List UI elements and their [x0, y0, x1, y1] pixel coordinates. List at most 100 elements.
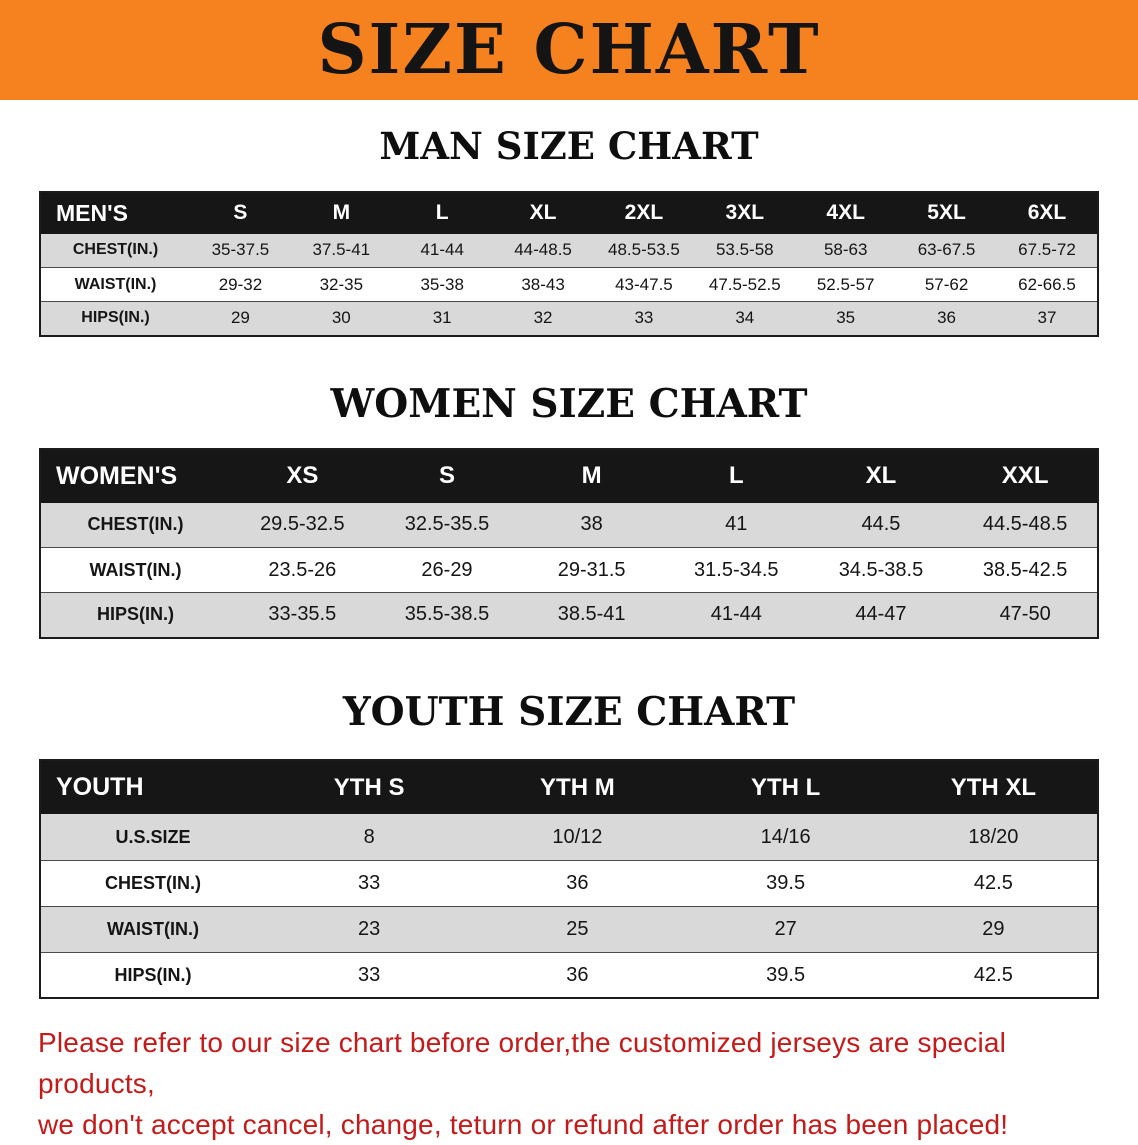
size-value-cell: 33: [265, 860, 474, 907]
size-value-cell: 36: [473, 860, 682, 907]
size-column-header: XXL: [953, 448, 1098, 503]
table-row: U.S.SIZE 8 10/12 14/16 18/20: [40, 814, 1098, 861]
table-row: HIPS(IN.) 33-35.5 35.5-38.5 38.5-41 41-44 44-…: [40, 592, 1098, 639]
size-column-header: XS: [230, 448, 375, 503]
size-column-header: 5XL: [896, 191, 997, 234]
size-value-cell: 23.5-26: [230, 547, 375, 594]
size-value-cell: 14/16: [681, 814, 890, 861]
row-label-cell: HIPS(IN.): [40, 952, 265, 999]
size-value-cell: 18/20: [889, 814, 1098, 861]
men-section: MAN SIZE CHART MEN'S S M L XL 2XL 3XL 4XL 5XL 6XL…: [0, 126, 1138, 337]
size-value-cell: 38.5-42.5: [953, 547, 1098, 594]
footer-notice: Please refer to our size chart before or…: [38, 1023, 1100, 1145]
size-value-cell: 30: [290, 301, 392, 337]
size-value-cell: 36: [473, 952, 682, 999]
size-value-cell: 23: [265, 906, 474, 953]
size-value-cell: 41: [663, 502, 809, 549]
size-value-cell: 63-67.5: [896, 233, 997, 269]
size-value-cell: 35: [795, 301, 897, 337]
row-label-cell: CHEST(IN.): [40, 233, 190, 269]
youth-section-title: YOUTH SIZE CHART: [342, 688, 796, 735]
size-value-cell: 44.5: [808, 502, 954, 549]
size-column-header: M: [519, 448, 664, 503]
size-column-header: 2XL: [593, 191, 695, 234]
size-value-cell: 44-48.5: [492, 233, 594, 269]
size-column-header: S: [374, 448, 520, 503]
size-value-cell: 33: [265, 952, 474, 999]
table-row: CHEST(IN.) 33 36 39.5 42.5: [40, 860, 1098, 907]
size-value-cell: 62-66.5: [997, 267, 1098, 303]
size-column-header: 6XL: [997, 191, 1098, 234]
size-value-cell: 32-35: [290, 267, 392, 303]
banner: SIZE CHART: [0, 0, 1138, 100]
women-section-title: WOMEN SIZE CHART: [330, 380, 808, 427]
size-value-cell: 29: [889, 906, 1098, 953]
size-value-cell: 32.5-35.5: [374, 502, 520, 549]
size-value-cell: 38-43: [492, 267, 594, 303]
size-value-cell: 39.5: [681, 952, 890, 999]
size-column-header: YTH S: [265, 760, 474, 815]
men-size-table: MEN'S S M L XL 2XL 3XL 4XL 5XL 6XL CHEST(IN.) 35-37…: [39, 190, 1099, 337]
size-value-cell: 41-44: [391, 233, 493, 269]
row-label-cell: CHEST(IN.): [40, 502, 230, 549]
size-value-cell: 37: [997, 301, 1098, 337]
size-value-cell: 47-50: [953, 592, 1098, 639]
size-value-cell: 35-37.5: [190, 233, 291, 269]
table-row: CHEST(IN.) 35-37.5 37.5-41 41-44 44-48.5 48.5…: [40, 233, 1098, 269]
notice-line-1: Please refer to our size chart before or…: [38, 1027, 1007, 1100]
size-value-cell: 53.5-58: [694, 233, 796, 269]
table-header-row: MEN'S S M L XL 2XL 3XL 4XL 5XL 6XL: [40, 191, 1098, 234]
row-label-cell: CHEST(IN.): [40, 860, 265, 907]
size-value-cell: 29-31.5: [519, 547, 664, 594]
size-column-header: 4XL: [795, 191, 897, 234]
size-column-header: YTH M: [473, 760, 682, 815]
size-value-cell: 34.5-38.5: [808, 547, 954, 594]
size-value-cell: 34: [694, 301, 796, 337]
table-row: WAIST(IN.) 23 25 27 29: [40, 906, 1098, 953]
size-column-header: L: [391, 191, 493, 234]
youth-section: YOUTH SIZE CHART YOUTH YTH S YTH M YTH L YTH…: [0, 688, 1138, 1000]
size-value-cell: 44.5-48.5: [953, 502, 1098, 549]
table-label-header: WOMEN'S: [40, 448, 230, 503]
row-label-cell: WAIST(IN.): [40, 267, 190, 303]
page-title: SIZE CHART: [317, 10, 821, 90]
size-column-header: 3XL: [694, 191, 796, 234]
size-column-header: S: [190, 191, 291, 234]
size-value-cell: 43-47.5: [593, 267, 695, 303]
size-value-cell: 48.5-53.5: [593, 233, 695, 269]
size-value-cell: 25: [473, 906, 682, 953]
size-value-cell: 44-47: [808, 592, 954, 639]
size-value-cell: 33-35.5: [230, 592, 375, 639]
size-value-cell: 67.5-72: [997, 233, 1098, 269]
size-value-cell: 38: [519, 502, 664, 549]
row-label-cell: HIPS(IN.): [40, 592, 230, 639]
table-label-header: MEN'S: [40, 191, 190, 234]
size-value-cell: 36: [896, 301, 997, 337]
size-column-header: M: [290, 191, 392, 234]
size-value-cell: 38.5-41: [519, 592, 664, 639]
size-value-cell: 27: [681, 906, 890, 953]
size-value-cell: 33: [593, 301, 695, 337]
size-value-cell: 35-38: [391, 267, 493, 303]
size-value-cell: 29-32: [190, 267, 291, 303]
table-label-header: YOUTH: [40, 760, 265, 815]
size-value-cell: 58-63: [795, 233, 897, 269]
table-row: CHEST(IN.) 29.5-32.5 32.5-35.5 38 41 44.5 44.5…: [40, 502, 1098, 549]
table-header-row: YOUTH YTH S YTH M YTH L YTH XL: [40, 760, 1098, 815]
row-label-cell: WAIST(IN.): [40, 906, 265, 953]
row-label-cell: HIPS(IN.): [40, 301, 190, 337]
size-value-cell: 31: [391, 301, 493, 337]
size-value-cell: 42.5: [889, 860, 1098, 907]
size-value-cell: 26-29: [374, 547, 520, 594]
row-label-cell: U.S.SIZE: [40, 814, 265, 861]
table-row: WAIST(IN.) 23.5-26 26-29 29-31.5 31.5-34.5 34…: [40, 547, 1098, 594]
size-value-cell: 29.5-32.5: [230, 502, 375, 549]
size-value-cell: 37.5-41: [290, 233, 392, 269]
table-row: WAIST(IN.) 29-32 32-35 35-38 38-43 43-47.5 47.…: [40, 267, 1098, 303]
size-value-cell: 47.5-52.5: [694, 267, 796, 303]
size-column-header: L: [663, 448, 809, 503]
notice-line-2: we don't accept cancel, change, teturn o…: [38, 1108, 1009, 1140]
size-value-cell: 41-44: [663, 592, 809, 639]
row-label-cell: WAIST(IN.): [40, 547, 230, 594]
size-value-cell: 42.5: [889, 952, 1098, 999]
